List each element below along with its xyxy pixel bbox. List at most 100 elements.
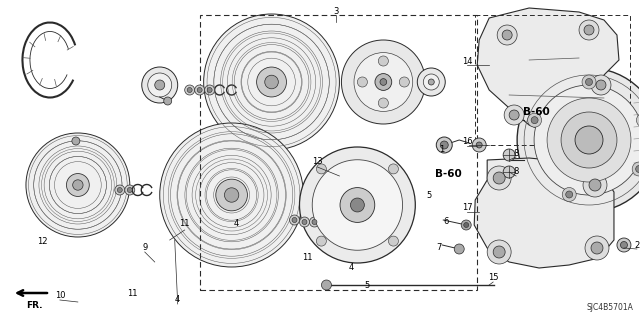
Circle shape <box>204 14 339 150</box>
Circle shape <box>300 217 310 227</box>
Circle shape <box>566 191 573 198</box>
Circle shape <box>589 179 601 191</box>
Text: 2: 2 <box>634 241 639 249</box>
Circle shape <box>547 98 631 182</box>
Circle shape <box>487 166 511 190</box>
Circle shape <box>579 20 599 40</box>
Circle shape <box>388 164 399 174</box>
Text: FR.: FR. <box>26 300 42 309</box>
Text: 4: 4 <box>234 219 239 228</box>
Circle shape <box>72 137 80 145</box>
Circle shape <box>375 74 392 90</box>
Circle shape <box>586 78 593 85</box>
Circle shape <box>302 219 307 225</box>
Circle shape <box>636 113 640 127</box>
Circle shape <box>380 79 387 85</box>
Text: 5: 5 <box>427 191 432 201</box>
Circle shape <box>472 138 486 152</box>
Text: 1: 1 <box>438 145 444 154</box>
Text: 3: 3 <box>333 8 339 17</box>
Circle shape <box>378 98 388 108</box>
Circle shape <box>225 188 239 202</box>
Text: 17: 17 <box>462 204 472 212</box>
Circle shape <box>205 85 214 95</box>
Polygon shape <box>474 158 614 268</box>
Circle shape <box>73 180 83 190</box>
Circle shape <box>636 166 640 173</box>
Circle shape <box>265 75 278 89</box>
Circle shape <box>487 240 511 264</box>
Text: 16: 16 <box>462 137 472 146</box>
Circle shape <box>312 160 403 250</box>
Circle shape <box>300 147 415 263</box>
Circle shape <box>148 73 172 97</box>
Text: 12: 12 <box>36 238 47 247</box>
Circle shape <box>620 241 627 249</box>
Circle shape <box>591 75 611 95</box>
Circle shape <box>527 113 541 127</box>
Circle shape <box>312 219 317 225</box>
Circle shape <box>428 79 435 85</box>
Circle shape <box>117 188 122 192</box>
Circle shape <box>115 185 125 195</box>
Text: 10: 10 <box>54 291 65 300</box>
Text: 11: 11 <box>179 219 190 228</box>
Circle shape <box>187 87 192 93</box>
Circle shape <box>503 149 515 161</box>
Circle shape <box>531 117 538 124</box>
Circle shape <box>440 141 448 149</box>
Circle shape <box>197 87 202 93</box>
Circle shape <box>127 188 132 192</box>
Circle shape <box>207 87 212 93</box>
Circle shape <box>417 68 445 96</box>
Circle shape <box>341 40 426 124</box>
Circle shape <box>292 218 297 222</box>
Circle shape <box>497 25 517 45</box>
Circle shape <box>504 105 524 125</box>
Circle shape <box>503 166 515 178</box>
Circle shape <box>340 188 375 222</box>
Circle shape <box>632 162 640 176</box>
Text: 9: 9 <box>142 243 147 253</box>
Circle shape <box>388 236 399 246</box>
Circle shape <box>575 126 603 154</box>
Circle shape <box>509 110 519 120</box>
Circle shape <box>357 77 367 87</box>
Circle shape <box>26 133 130 237</box>
Circle shape <box>461 220 471 230</box>
Circle shape <box>517 68 640 212</box>
Circle shape <box>493 172 505 184</box>
Circle shape <box>476 142 482 148</box>
Circle shape <box>454 244 464 254</box>
Text: 5: 5 <box>365 280 370 290</box>
Circle shape <box>289 215 300 225</box>
Bar <box>476 15 630 145</box>
Circle shape <box>596 80 606 90</box>
Text: 4: 4 <box>175 295 180 305</box>
Circle shape <box>582 75 596 89</box>
Circle shape <box>585 236 609 260</box>
Circle shape <box>534 85 640 195</box>
Circle shape <box>160 123 303 267</box>
Circle shape <box>464 222 468 227</box>
Circle shape <box>316 164 326 174</box>
Text: 13: 13 <box>312 158 323 167</box>
Circle shape <box>351 198 364 212</box>
Circle shape <box>399 77 410 87</box>
Bar <box>200 15 477 290</box>
Text: 11: 11 <box>302 254 313 263</box>
Circle shape <box>354 53 413 111</box>
Circle shape <box>561 112 617 168</box>
Text: 7: 7 <box>436 243 442 253</box>
Circle shape <box>583 173 607 197</box>
Circle shape <box>321 280 332 290</box>
Circle shape <box>423 74 439 90</box>
Circle shape <box>155 80 164 90</box>
Polygon shape <box>477 8 619 138</box>
Text: B-60: B-60 <box>435 169 461 179</box>
Text: SJC4B5701A: SJC4B5701A <box>586 303 633 313</box>
Text: 14: 14 <box>462 57 472 66</box>
Circle shape <box>310 217 319 227</box>
Circle shape <box>584 25 594 35</box>
Circle shape <box>257 67 287 97</box>
